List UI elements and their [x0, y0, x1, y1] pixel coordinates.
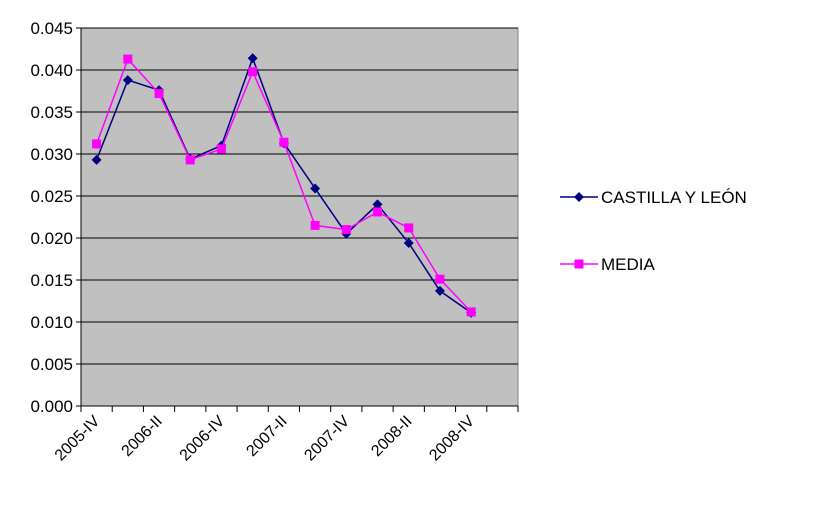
y-tick-label: 0.025 — [30, 187, 73, 206]
data-point — [92, 139, 102, 149]
data-point — [372, 199, 383, 210]
series-layer — [91, 53, 477, 318]
x-tick-label: 2005-IV — [52, 413, 104, 465]
y-axis: 0.000 0.005 0.010 0.015 0.020 0.025 0.030 0.035… — [30, 19, 82, 416]
data-point — [216, 144, 226, 154]
gridlines — [81, 27, 518, 365]
x-tick-label: 2008-IV — [426, 413, 478, 465]
x-tick-label: 2008-II — [368, 413, 415, 460]
y-tick-label: 0.035 — [30, 103, 73, 122]
legend-label: MEDIA — [601, 255, 656, 274]
legend-item: CASTILLA Y LEÓN — [560, 188, 747, 207]
x-axis: 2005-IV 2006-II 2006-IV 2007-II 2007-IV 2008-… — [52, 405, 519, 465]
y-tick-label: 0.030 — [30, 145, 73, 164]
y-tick-label: 0.045 — [30, 19, 73, 38]
x-tick-label: 2007-II — [243, 413, 290, 460]
data-point — [310, 220, 320, 230]
legend-marker — [574, 192, 584, 202]
y-tick-label: 0.010 — [30, 313, 73, 332]
data-point — [310, 183, 321, 194]
data-point — [185, 155, 195, 165]
data-point — [122, 75, 133, 86]
data-point — [91, 154, 102, 165]
data-point — [248, 67, 258, 77]
y-tick-label: 0.040 — [30, 61, 73, 80]
legend-marker — [574, 259, 584, 269]
y-tick-label: 0.000 — [30, 397, 73, 416]
data-point — [279, 137, 289, 147]
y-tick-label: 0.020 — [30, 229, 73, 248]
data-point — [403, 238, 414, 249]
y-tick-label: 0.015 — [30, 271, 73, 290]
data-point — [123, 54, 133, 64]
data-point — [466, 307, 476, 317]
x-tick-label: 2006-II — [119, 413, 166, 460]
data-point — [154, 89, 164, 99]
data-point — [373, 207, 383, 217]
x-tick-label: 2007-IV — [301, 413, 353, 465]
data-point — [247, 53, 258, 64]
data-point — [341, 225, 351, 235]
data-point — [404, 223, 414, 233]
y-tick-label: 0.005 — [30, 355, 73, 374]
legend: CASTILLA Y LEÓN MEDIA — [560, 188, 747, 274]
x-tick-label: 2006-IV — [177, 413, 229, 465]
data-point — [435, 274, 445, 284]
legend-item: MEDIA — [560, 255, 656, 274]
data-point — [434, 285, 445, 296]
series-media — [92, 54, 476, 317]
legend-label: CASTILLA Y LEÓN — [601, 188, 747, 207]
plot-area — [80, 27, 519, 407]
